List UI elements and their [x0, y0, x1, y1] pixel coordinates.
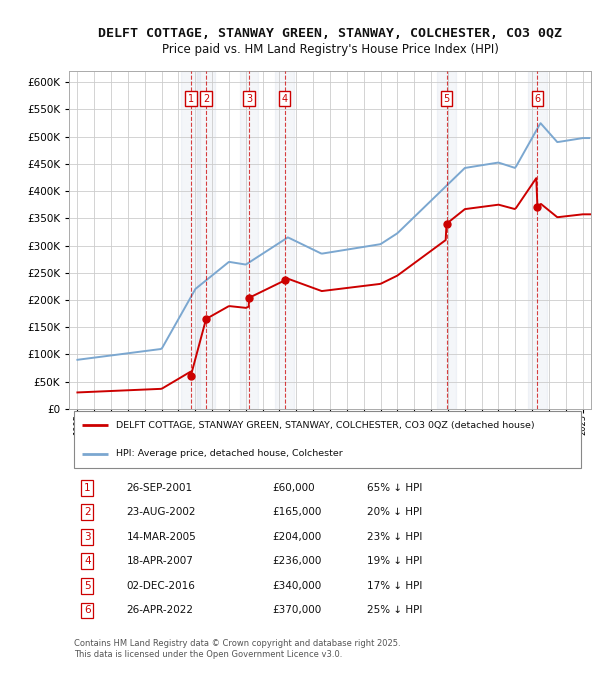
- Text: 3: 3: [84, 532, 91, 542]
- Bar: [240, 71, 259, 409]
- Text: 3: 3: [246, 94, 252, 103]
- Text: 19% ↓ HPI: 19% ↓ HPI: [367, 556, 422, 566]
- Text: 23% ↓ HPI: 23% ↓ HPI: [367, 532, 422, 542]
- Text: 25% ↓ HPI: 25% ↓ HPI: [367, 605, 422, 615]
- Text: 1: 1: [188, 94, 194, 103]
- Bar: [197, 71, 215, 409]
- Text: 26-APR-2022: 26-APR-2022: [127, 605, 193, 615]
- Text: 26-SEP-2001: 26-SEP-2001: [127, 483, 193, 493]
- Text: 14-MAR-2005: 14-MAR-2005: [127, 532, 196, 542]
- Text: DELFT COTTAGE, STANWAY GREEN, STANWAY, COLCHESTER, CO3 0QZ: DELFT COTTAGE, STANWAY GREEN, STANWAY, C…: [98, 27, 562, 40]
- Text: 1: 1: [84, 483, 91, 493]
- Text: 4: 4: [281, 94, 287, 103]
- Text: 20% ↓ HPI: 20% ↓ HPI: [367, 507, 422, 517]
- Text: £165,000: £165,000: [272, 507, 322, 517]
- Text: 2: 2: [84, 507, 91, 517]
- Text: 23-AUG-2002: 23-AUG-2002: [127, 507, 196, 517]
- Text: 2: 2: [203, 94, 209, 103]
- Text: 6: 6: [535, 94, 541, 103]
- Text: £370,000: £370,000: [272, 605, 322, 615]
- Bar: [181, 71, 200, 409]
- Text: Price paid vs. HM Land Registry's House Price Index (HPI): Price paid vs. HM Land Registry's House …: [161, 43, 499, 56]
- Bar: [275, 71, 294, 409]
- Text: £60,000: £60,000: [272, 483, 315, 493]
- Text: £236,000: £236,000: [272, 556, 322, 566]
- Text: 5: 5: [84, 581, 91, 591]
- Text: 6: 6: [84, 605, 91, 615]
- Text: Contains HM Land Registry data © Crown copyright and database right 2025.
This d: Contains HM Land Registry data © Crown c…: [74, 639, 401, 658]
- Bar: [528, 71, 547, 409]
- Text: HPI: Average price, detached house, Colchester: HPI: Average price, detached house, Colc…: [116, 449, 343, 458]
- Bar: [437, 71, 456, 409]
- Text: 17% ↓ HPI: 17% ↓ HPI: [367, 581, 422, 591]
- Text: £340,000: £340,000: [272, 581, 322, 591]
- Text: 5: 5: [443, 94, 449, 103]
- Text: £204,000: £204,000: [272, 532, 322, 542]
- Text: 4: 4: [84, 556, 91, 566]
- FancyBboxPatch shape: [74, 411, 581, 468]
- Text: 02-DEC-2016: 02-DEC-2016: [127, 581, 195, 591]
- Text: 65% ↓ HPI: 65% ↓ HPI: [367, 483, 422, 493]
- Text: 18-APR-2007: 18-APR-2007: [127, 556, 193, 566]
- Text: DELFT COTTAGE, STANWAY GREEN, STANWAY, COLCHESTER, CO3 0QZ (detached house): DELFT COTTAGE, STANWAY GREEN, STANWAY, C…: [116, 421, 535, 430]
